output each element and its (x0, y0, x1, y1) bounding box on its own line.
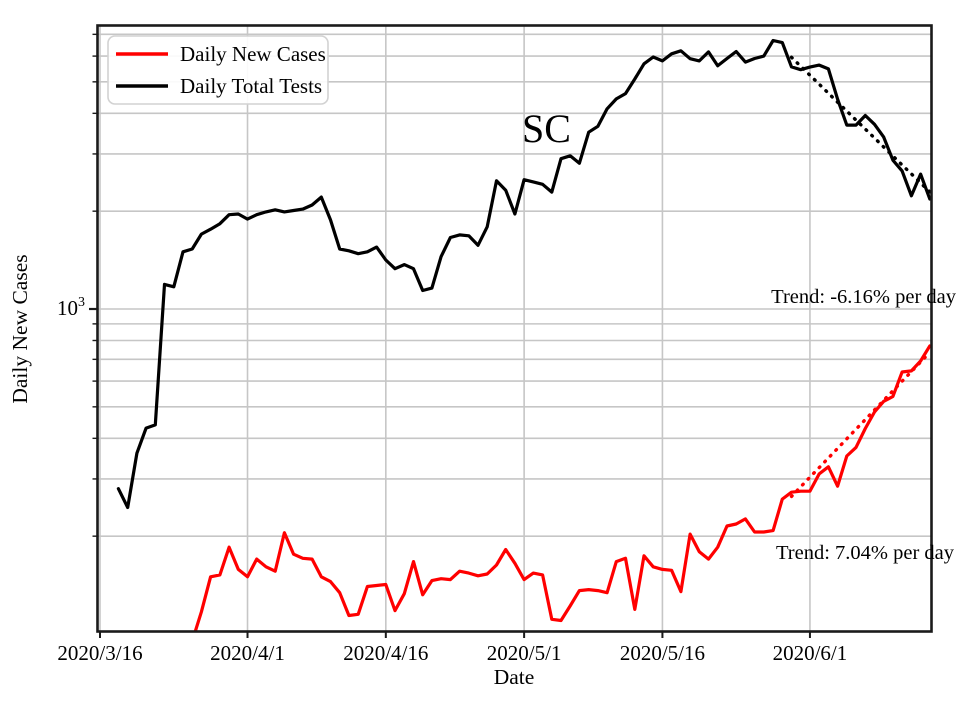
x-tick-labels: 2020/3/16 2020/4/1 2020/4/16 2020/5/1 2020/5… (57, 641, 847, 665)
x-tick-label: 2020/5/1 (487, 641, 562, 665)
state-annotation: SC (522, 106, 571, 151)
y-axis-label: Daily New Cases (8, 254, 32, 403)
x-tick-label: 2020/3/16 (57, 641, 142, 665)
series-line-daily-total-tests (116, 38, 932, 510)
y-axis-major-tick-label: 103 (57, 295, 85, 320)
series-layer (116, 38, 932, 632)
legend-label-daily-new-cases: Daily New Cases (180, 42, 326, 66)
trend-line-up (789, 350, 932, 499)
legend: Daily New Cases Daily Total Tests (107, 35, 329, 105)
x-tick-label: 2020/5/16 (620, 641, 705, 665)
axes-spine (96, 24, 933, 633)
series-line-daily-new-cases (193, 344, 932, 632)
trend-up-annotation: Trend: 7.04% per day (776, 542, 955, 564)
x-tick-label: 2020/4/1 (210, 641, 285, 665)
y-tick-mantissa: 10 (57, 296, 78, 320)
legend-label-daily-total-tests: Daily Total Tests (180, 74, 322, 98)
x-tick-label: 2020/6/1 (773, 641, 848, 665)
y-tick-exponent: 3 (78, 295, 85, 310)
trend-down-annotation: Trend: -6.16% per day (771, 286, 957, 308)
x-axis-label: Date (494, 665, 535, 689)
x-tick-label: 2020/4/16 (343, 641, 428, 665)
tick-layer (89, 33, 811, 638)
trend-line-down (789, 55, 932, 194)
